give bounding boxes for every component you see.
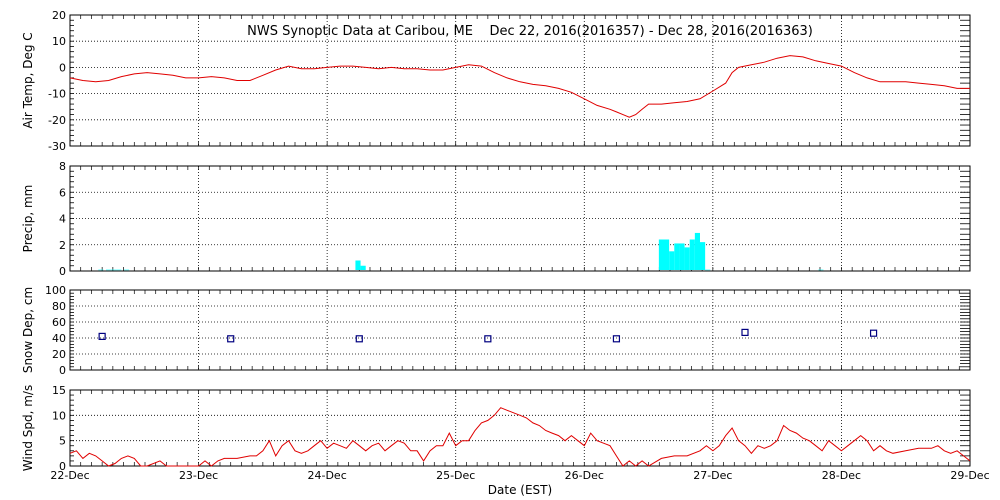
y-axis-label: Snow Dep, cm [21,287,35,373]
y-tick-label: 6 [59,186,66,199]
x-tick-label: 22-Dec [50,469,89,482]
precip-bar [689,239,695,270]
precip-bar [694,232,700,270]
y-tick-label: 20 [52,348,66,361]
snow-depth-marker [869,329,878,337]
panel-3: 0 5 10 15 Wind Spd, m/s 22-Dec 23-Dec 24-Dec 25-… [21,384,990,482]
x-tick-label: 25-Dec [436,469,475,482]
x-tick-label: 27-Dec [693,469,732,482]
precip-bar [700,242,706,270]
panel-1: 0 2 4 6 8 Precip, mm [21,160,971,278]
chart-title: NWS Synoptic Data at Caribou, ME Dec 22,… [247,24,813,39]
precip-bar [705,269,711,271]
snow-depth-marker [227,335,235,343]
precip-bar [669,251,675,270]
y-tick-label: 0 [59,364,66,377]
y-tick-label: 8 [59,160,66,173]
precip-bar [674,243,680,270]
y-tick-label: 100 [45,284,66,297]
precip-bar [106,269,112,271]
x-axis-label: Date (EST) [488,483,552,497]
precip-bar [116,269,122,271]
snow-depth-marker [484,335,492,343]
y-tick-label: 5 [59,435,66,448]
panel-frame [69,14,971,147]
y-tick-label: -30 [48,140,66,153]
y-tick-label: -10 [48,88,66,101]
precip-bar [124,269,130,271]
precip-bar [360,265,366,270]
y-tick-label: 20 [52,9,66,22]
x-tick-label: 24-Dec [308,469,347,482]
series-line [69,407,971,467]
y-tick-label: -20 [48,114,66,127]
precip-bar [111,269,117,271]
y-tick-label: 2 [59,239,66,252]
precip-bar [684,247,690,270]
y-tick-label: 15 [52,384,66,397]
y-tick-label: 4 [59,213,66,226]
y-tick-label: 0 [59,265,66,278]
panel-2: 0 20 40 60 80 100 Snow Dep, cm [21,284,971,377]
panel-0: -30 -20 -10 0 10 20 Air Temp, Deg C [21,9,971,153]
precip-bar [664,239,670,270]
x-tick-label: 28-Dec [822,469,861,482]
panel-frame [69,289,971,371]
y-axis-label: Air Temp, Deg C [21,32,35,128]
y-tick-label: 40 [52,332,66,345]
x-tick-label: 26-Dec [565,469,604,482]
x-tick-label: 29-Dec [950,469,989,482]
y-tick-label: 0 [59,61,66,74]
precip-bar [355,260,361,270]
x-tick-label: 23-Dec [179,469,218,482]
snow-depth-marker [741,328,749,336]
y-tick-label: 10 [52,35,66,48]
y-axis-label: Wind Spd, m/s [21,385,35,471]
y-axis-label: Precip, mm [21,185,35,253]
snow-depth-marker [98,332,106,340]
y-tick-label: 60 [52,316,66,329]
precip-bar [658,239,664,270]
precip-bar [98,269,104,271]
snow-depth-marker [355,335,363,343]
y-tick-label: 0 [59,460,66,473]
series-line [69,55,970,118]
y-tick-label: 10 [52,409,66,422]
precip-bar [679,243,685,270]
panel-frame [69,389,971,467]
y-tick-label: 80 [52,300,66,313]
snow-depth-marker [612,335,621,343]
precip-bar [818,269,824,271]
